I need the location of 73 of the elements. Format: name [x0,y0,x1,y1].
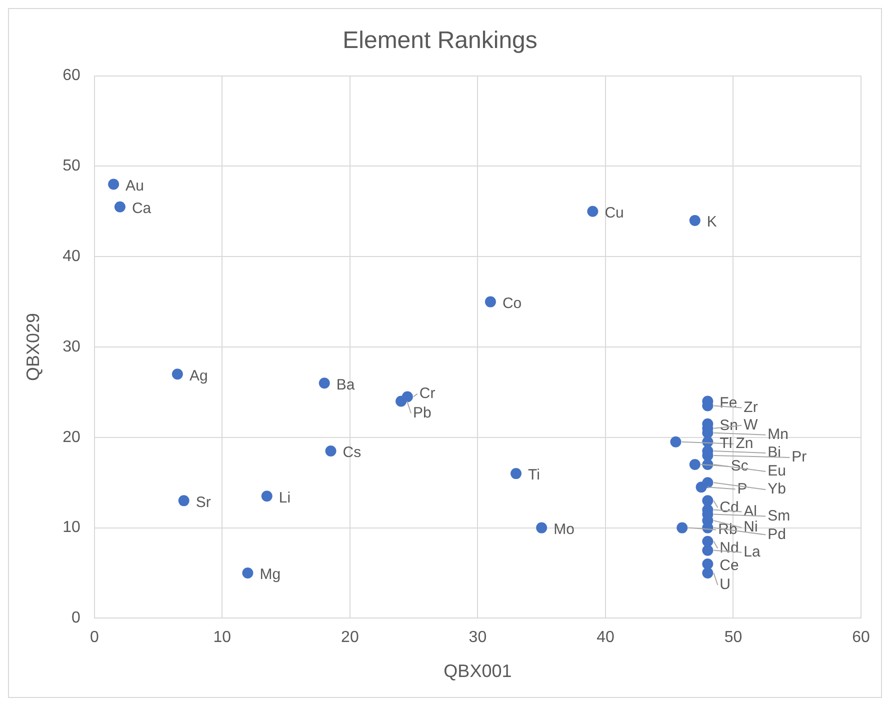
annotation: Pd [768,526,786,543]
annotation: Pb [413,404,432,422]
y-tick-label: 30 [62,338,80,356]
annotation: Yb [768,480,786,498]
annotation: U [720,576,731,594]
annotation: Ca [132,200,152,218]
point [702,544,714,556]
point [325,445,336,456]
annotation: Sm [768,507,790,524]
annotation: Ag [189,367,208,384]
x-tick-label: 20 [341,629,359,646]
annotation: Ti [528,466,540,484]
point [261,490,272,502]
point [484,296,496,308]
point [702,495,714,506]
point [318,378,330,389]
point [702,558,714,570]
y-tick-label: 40 [62,248,80,266]
annotation: Sr [196,494,211,511]
point [587,206,598,217]
x-tick-label: 30 [468,629,487,646]
annotation: Co [502,294,522,312]
annotation: Cs [342,444,362,462]
point [402,391,413,402]
annotation: Tl [720,435,732,452]
annotation: Li [278,489,291,506]
annotation: Eu [768,462,786,480]
point [670,436,682,448]
x-tick-label: 50 [724,629,742,646]
y-tick-label: 10 [62,519,80,536]
x-axis-title: QBX001 [444,661,512,682]
x-tick-label: 40 [596,629,614,646]
annotation: Mo [554,520,574,538]
y-tick-label: 20 [62,428,80,446]
annotation: Au [126,177,144,194]
y-tick-label: 50 [62,158,80,175]
y-axis-title: QBX029 [22,312,43,382]
point [172,368,183,380]
annotation: Cu [604,204,624,222]
annotation: Ba [336,376,356,394]
point [510,468,522,480]
annotation: K [706,214,717,231]
annotation: La [744,544,762,561]
point [114,201,126,212]
point [702,568,714,578]
annotation: Cr [419,384,436,402]
annotation: Bi [768,444,782,462]
point [702,477,714,488]
annotation: Pr [792,448,807,466]
annotation: Fe [720,394,738,412]
x-tick-label: 0 [90,629,99,646]
y-tick-label: 60 [62,67,80,84]
point [689,214,700,226]
annotation: Ce [720,557,739,574]
point [689,459,700,470]
point [702,536,714,547]
annotation: Ni [744,518,758,536]
point [676,522,688,534]
annotation: Al [744,502,758,520]
annotation: Zr [744,398,758,416]
annotation: Mg [260,566,281,584]
point [108,178,120,190]
x-tick-label: 60 [852,629,870,646]
chart-title: Element Rankings [342,27,538,54]
annotation: W [744,416,759,434]
point [242,568,254,578]
point [178,495,190,506]
annotation: Mn [768,426,789,444]
annotation: Zn [736,435,754,452]
point [536,522,548,534]
y-tick-label: 0 [71,610,80,627]
annotation: Sc [730,458,749,475]
x-tick-label: 10 [213,629,232,646]
